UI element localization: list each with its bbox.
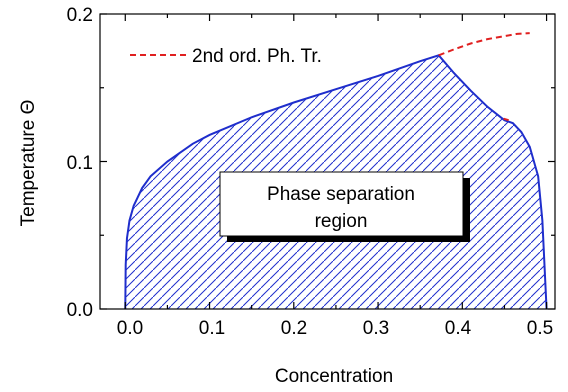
axis-ticks [100,13,555,310]
x-tick-label: 0.5 [527,318,553,339]
second-order-transition-line [438,32,530,57]
y-tick-label: 0.1 [67,153,93,174]
x-tick-label: 0.2 [281,318,307,339]
annotation-text-line2: region [315,211,368,232]
legend: 2nd ord. Ph. Tr. [130,46,322,67]
x-tick-label: 0.0 [117,318,143,339]
x-tick-label: 0.3 [363,318,389,339]
x-tick-label: 0.4 [445,318,472,339]
y-axis-title: Temperature Θ [18,100,39,227]
y-tick-label: 0.0 [67,300,93,321]
annotation-text-line1: Phase separation [267,184,415,205]
phase-boundary-line [124,54,548,310]
phase-separation-annotation-box: Phase separation region [219,171,470,242]
second-order-transition-line [503,117,509,122]
legend-label: 2nd ord. Ph. Tr. [192,46,322,67]
y-tick-labels: 0.0 0.1 0.2 [67,5,93,321]
x-tick-labels: 0.0 0.1 0.2 0.3 0.4 0.5 [117,318,553,339]
second-order-transition-lines [438,32,530,122]
annotation-box [219,171,464,237]
x-tick-label: 0.1 [199,318,225,339]
y-tick-label: 0.2 [67,5,93,26]
x-axis-title: Concentration [275,366,393,387]
